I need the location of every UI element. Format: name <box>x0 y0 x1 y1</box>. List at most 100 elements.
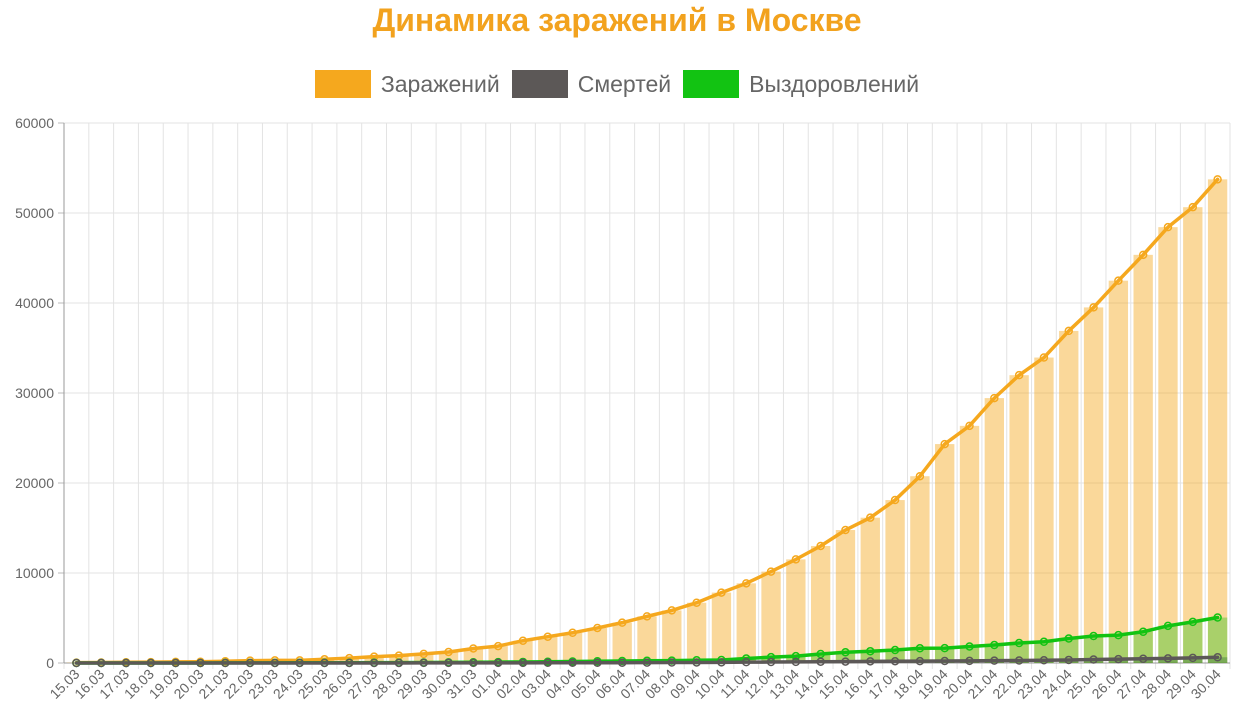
point-recovered <box>890 645 900 655</box>
point-infected <box>568 628 577 638</box>
bar-infected <box>562 632 583 663</box>
point-recovered <box>1138 627 1148 637</box>
bar-infected <box>959 425 980 663</box>
point-deaths <box>369 658 379 668</box>
point-infected <box>915 471 925 481</box>
point-recovered <box>1163 621 1173 631</box>
point-deaths <box>1138 654 1148 664</box>
point-deaths <box>72 658 81 668</box>
point-infected <box>1014 370 1024 380</box>
point-deaths <box>394 658 404 668</box>
bar-infected <box>438 651 459 663</box>
point-infected <box>444 647 453 657</box>
point-infected <box>642 612 652 621</box>
point-deaths <box>1114 654 1123 664</box>
point-infected <box>469 644 478 653</box>
point-recovered <box>965 642 974 651</box>
point-infected <box>841 525 850 535</box>
bar-deaths <box>1158 658 1178 663</box>
bar-infected <box>1083 307 1104 663</box>
bar-infected <box>463 648 484 663</box>
point-deaths <box>419 658 428 668</box>
point-deaths <box>568 658 577 667</box>
point-infected <box>766 567 776 576</box>
point-infected <box>419 649 428 659</box>
line-infected <box>74 177 1220 665</box>
point-deaths <box>766 657 776 667</box>
point-deaths <box>121 658 131 668</box>
bar-deaths <box>1133 658 1153 663</box>
point-infected <box>791 555 801 564</box>
point-deaths <box>518 658 528 668</box>
bar-recovered <box>1133 631 1153 663</box>
point-infected <box>593 623 602 633</box>
bar-infected <box>810 545 831 663</box>
point-infected <box>816 541 825 551</box>
bar-infected <box>885 500 905 663</box>
point-deaths <box>617 658 627 667</box>
point-recovered <box>791 651 801 661</box>
point-infected <box>617 618 627 627</box>
point-deaths <box>866 657 875 666</box>
point-deaths <box>444 658 453 668</box>
chart-title: Динамика заражений в Москве <box>372 2 862 38</box>
point-infected <box>866 513 875 522</box>
bar-infected <box>1059 330 1079 663</box>
point-deaths <box>295 658 304 668</box>
bar-infected <box>860 517 880 663</box>
point-deaths <box>717 658 726 667</box>
y-tick-label: 30000 <box>15 385 54 401</box>
y-tick-label: 10000 <box>15 565 54 581</box>
bar-deaths <box>1108 659 1129 663</box>
point-deaths <box>543 658 553 668</box>
bar-infected <box>513 640 533 663</box>
point-deaths <box>171 658 180 668</box>
point-infected <box>518 636 528 645</box>
bar-infected <box>910 476 930 663</box>
point-deaths <box>493 658 503 668</box>
point-infected <box>1188 202 1198 212</box>
bar-infected <box>637 616 657 663</box>
point-infected <box>1114 276 1123 285</box>
bar-infected <box>1108 280 1129 663</box>
point-deaths <box>667 658 677 667</box>
bar-recovered <box>1034 641 1054 663</box>
point-deaths <box>96 658 106 668</box>
point-infected <box>692 598 701 607</box>
line-deaths <box>74 655 1220 665</box>
point-recovered <box>1114 630 1123 640</box>
legend-label-infected: Заражений <box>380 70 500 97</box>
point-recovered <box>841 647 850 657</box>
y-tick-label: 60000 <box>15 115 54 131</box>
point-deaths <box>320 658 329 668</box>
point-deaths <box>1064 655 1073 665</box>
point-recovered <box>1064 634 1073 643</box>
legend-item-recovered[interactable]: Выздоровлений <box>683 70 919 98</box>
point-deaths <box>1213 653 1222 662</box>
bar-infected <box>488 646 508 663</box>
point-infected <box>1213 175 1222 184</box>
point-infected <box>990 393 999 403</box>
y-tick-label: 40000 <box>15 295 54 311</box>
point-recovered <box>990 640 999 650</box>
legend: Заражений Смертей Выздоровлений <box>0 70 1234 98</box>
bar-recovered <box>1207 617 1228 663</box>
y-tick-label: 20000 <box>15 475 54 491</box>
legend-swatch-recovered <box>683 70 740 98</box>
legend-item-deaths[interactable]: Смертей <box>511 70 671 98</box>
point-deaths <box>270 658 280 668</box>
point-infected <box>1064 326 1073 336</box>
bar-infected <box>339 658 359 663</box>
point-deaths <box>245 658 255 668</box>
point-deaths <box>196 658 205 668</box>
point-infected <box>543 632 553 641</box>
legend-swatch-deaths <box>511 70 568 98</box>
bar-infected <box>1183 207 1203 663</box>
point-infected <box>493 641 503 651</box>
legend-item-infected[interactable]: Заражений <box>314 70 500 98</box>
point-recovered <box>1213 613 1222 622</box>
bar-infected <box>761 571 781 663</box>
bar-infected <box>1207 179 1228 663</box>
point-infected <box>1163 222 1173 232</box>
